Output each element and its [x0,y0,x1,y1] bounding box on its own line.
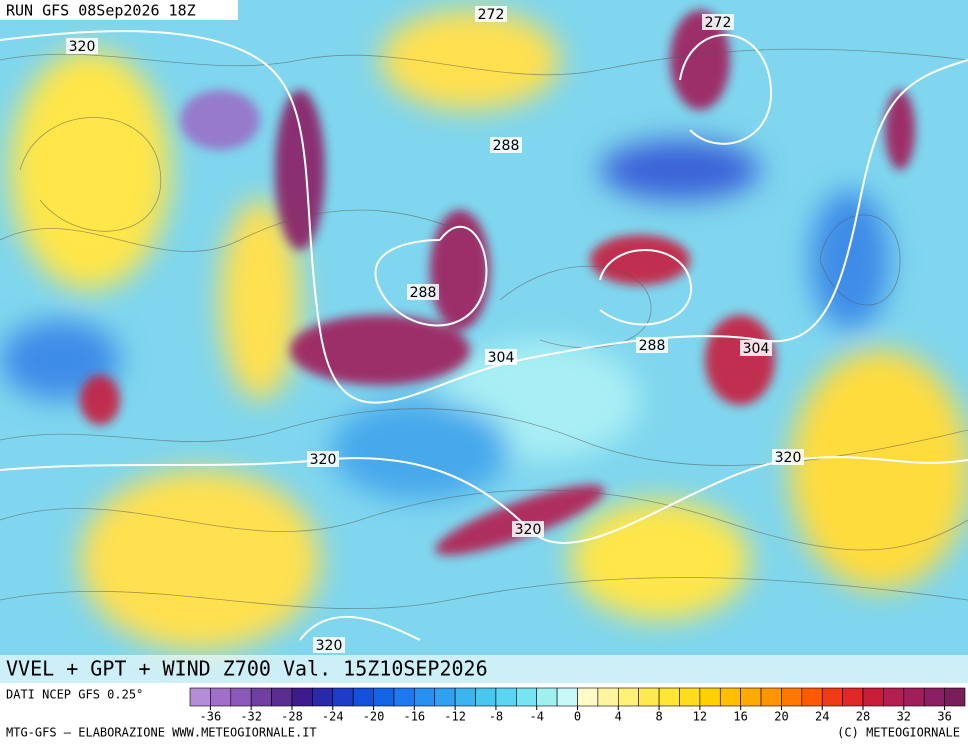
colorbar-swatch [944,687,966,707]
contour-label-box [313,637,345,653]
colorbar-tick-label: 36 [937,710,951,724]
contour-label-box [740,340,772,356]
map-title: VVEL + GPT + WIND Z700 Val. 15Z10SEP2026 [6,657,488,681]
colorbar-tick-label: 8 [655,710,662,724]
contour-label-box [490,137,522,153]
colorbar-swatch [617,687,639,707]
contour-label: 272 [478,7,505,23]
colorbar-tick-label: 12 [693,710,707,724]
colorbar-swatch [312,687,334,707]
colorbar-swatch [556,687,578,707]
colorbar-swatch [781,687,803,707]
colorbar-tick-label: -32 [240,710,262,724]
colorbar-swatch [475,687,497,707]
colorbar-swatch [210,687,232,707]
colorbar-swatch [923,687,945,707]
colorbar-swatch [414,687,436,707]
colorbar-swatch [495,687,517,707]
colorbar-swatch [271,687,293,707]
colorbar-tick-label: 20 [774,710,788,724]
colorbar-tick-label: -36 [200,710,222,724]
colorbar-swatch [760,687,782,707]
colorbar-tick-label: -24 [322,710,344,724]
contour-label: 320 [316,638,343,654]
colorbar-tick-label: -8 [489,710,503,724]
colorbar-tick-label: 24 [815,710,829,724]
colorbar-tick-label: -12 [444,710,466,724]
colorbar-tick-label: -16 [403,710,425,724]
contour-label: 320 [775,450,802,466]
colorbar-tick-label: -4 [529,710,543,724]
colorbar-swatch [577,687,599,707]
contour-label: 304 [488,350,515,366]
colorbar-swatch [842,687,864,707]
colorbar-swatch [250,687,272,707]
contour-label-box [772,449,804,465]
copyright-label: (C) METEOGIORNALE [837,726,960,740]
colorbar-swatch [352,687,374,707]
contour-label-box [512,521,544,537]
colorbar-swatch [638,687,660,707]
colorbar-swatch [516,687,538,707]
colorbar-tick-label: 4 [615,710,622,724]
colorbar-swatch [291,687,313,707]
contour-label: 272 [705,15,732,31]
contour-label-box [475,6,507,22]
colorbar-swatch [862,687,884,707]
source-label: DATI NCEP GFS 0.25° [6,688,143,702]
colorbar-swatch [821,687,843,707]
colorbar-swatch [699,687,721,707]
contour-label: 288 [493,138,520,154]
colorbar-tick-label: -28 [281,710,303,724]
colorbar-swatch [189,687,211,707]
contour-label: 320 [69,39,96,55]
contour-label-box [66,38,98,54]
colorbar-swatch [332,687,354,707]
run-label: RUN GFS 08Sep2026 18Z [6,2,196,20]
colorbar-swatch [883,687,905,707]
contour-label-box [485,349,517,365]
colorbar-swatch [373,687,395,707]
colorbar-swatch [597,687,619,707]
colorbar-swatch [740,687,762,707]
colorbar-tick-label: 0 [574,710,581,724]
colorbar-swatch [679,687,701,707]
colorbar-tick-label: 16 [733,710,747,724]
title-band [0,655,968,683]
contour-label-box [307,451,339,467]
credit-label: MTG-GFS — ELABORAZIONE WWW.METEOGIORNALE… [6,726,317,740]
run-box [0,0,238,20]
contour-label-box [407,284,439,300]
colorbar-tick-label: 32 [897,710,911,724]
contour-label: 288 [410,285,437,301]
colorbar-swatch [536,687,558,707]
colorbar-swatch [393,687,415,707]
contour-label: 320 [310,452,337,468]
colorbar-swatch [434,687,456,707]
colorbar-swatch [454,687,476,707]
map-field [0,0,968,683]
contour-label: 288 [639,338,666,354]
contour-label: 320 [515,522,542,538]
colorbar-tick-label: -20 [363,710,385,724]
colorbar-swatch [719,687,741,707]
colorbar-swatch [801,687,823,707]
contour-label: 304 [743,341,770,357]
colorbar-swatch [230,687,252,707]
colorbar-swatch [658,687,680,707]
contour-label-box [702,14,734,30]
colorbar-swatch [903,687,925,707]
contour-label-box [636,337,668,353]
colorbar-tick-label: 28 [856,710,870,724]
